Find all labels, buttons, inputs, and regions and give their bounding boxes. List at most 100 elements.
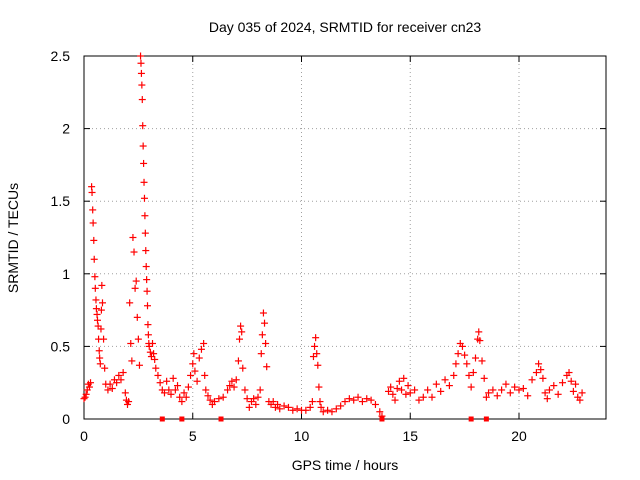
square-marker (483, 416, 489, 422)
data-point (254, 393, 262, 401)
data-point (224, 386, 232, 394)
data-point (463, 360, 471, 368)
data-point (137, 69, 145, 77)
data-point (142, 263, 150, 271)
data-point (535, 360, 543, 368)
data-point (91, 273, 99, 281)
data-point (88, 188, 96, 196)
data-point (311, 342, 319, 350)
data-point (92, 296, 100, 304)
data-point (480, 374, 488, 382)
data-point (89, 206, 97, 214)
data-point (89, 219, 97, 227)
data-point (280, 402, 288, 410)
data-point (193, 377, 201, 385)
square-markers (159, 416, 489, 422)
data-point (465, 371, 473, 379)
data-point (569, 387, 577, 395)
data-point (90, 255, 98, 263)
data-point (543, 395, 551, 403)
data-point (91, 284, 99, 292)
data-point (141, 212, 149, 220)
data-point (189, 360, 197, 368)
data-point (129, 234, 137, 241)
data-point (537, 366, 545, 374)
data-point (96, 354, 104, 362)
data-point (143, 276, 151, 284)
data-point (452, 360, 460, 368)
data-point (314, 361, 322, 369)
data-point (578, 389, 586, 397)
data-point (485, 389, 493, 397)
data-point (393, 385, 401, 393)
data-point (195, 354, 203, 362)
data-point (402, 390, 410, 398)
data-point (258, 331, 266, 339)
x-tick-label: 10 (294, 428, 310, 444)
data-point (219, 393, 227, 401)
data-point (125, 398, 133, 406)
data-point (257, 350, 265, 358)
data-point (493, 392, 501, 400)
data-point (146, 348, 154, 356)
data-point (95, 347, 103, 355)
data-point (236, 335, 244, 343)
data-point (176, 393, 184, 401)
data-point (515, 386, 523, 394)
data-point (140, 194, 148, 202)
data-point (140, 178, 148, 186)
axis-ticks: 0 5 10 15 20 0 0.5 1 1.5 2 2.5 (51, 48, 606, 444)
data-point (169, 374, 177, 382)
data-point (96, 360, 104, 368)
data-point (134, 335, 142, 343)
data-point (554, 390, 562, 398)
data-point (302, 406, 310, 414)
data-point (87, 379, 95, 387)
data-point (506, 389, 514, 397)
data-point (524, 392, 532, 400)
data-point (228, 377, 236, 385)
data-point (395, 377, 403, 385)
data-point (332, 405, 340, 413)
data-point (250, 395, 258, 403)
y-tick-label: 2 (62, 121, 70, 137)
data-point (184, 383, 192, 391)
data-point (461, 351, 469, 359)
data-point (345, 395, 353, 403)
data-point (191, 367, 199, 375)
data-point (202, 386, 210, 394)
data-point (502, 380, 510, 388)
data-point (276, 405, 284, 413)
square-marker (379, 416, 385, 422)
data-point (149, 339, 157, 347)
data-point (532, 369, 540, 377)
y-tick-label: 0.5 (51, 338, 71, 354)
chart-title: Day 035 of 2024, SRMTID for receiver cn2… (209, 19, 482, 35)
x-tick-label: 20 (511, 428, 527, 444)
data-point (97, 325, 105, 333)
data-point (201, 371, 209, 379)
data-point (262, 339, 270, 347)
data-point (121, 389, 129, 397)
data-point (97, 306, 105, 314)
x-tick-label: 5 (189, 428, 197, 444)
data-point (137, 59, 145, 67)
data-point (511, 383, 519, 391)
data-point (498, 386, 506, 394)
data-point (261, 319, 269, 327)
data-point (441, 376, 449, 384)
data-point (204, 392, 212, 400)
data-point (232, 376, 240, 384)
data-point (259, 309, 267, 317)
data-point (306, 403, 314, 411)
data-point (230, 383, 238, 391)
data-point (432, 380, 440, 388)
data-point (131, 284, 139, 292)
data-point (350, 396, 358, 404)
data-point (576, 396, 584, 404)
data-point (180, 389, 188, 397)
y-tick-label: 0 (62, 411, 70, 427)
data-point (92, 305, 100, 313)
data-point (237, 322, 245, 330)
data-point (238, 328, 246, 336)
